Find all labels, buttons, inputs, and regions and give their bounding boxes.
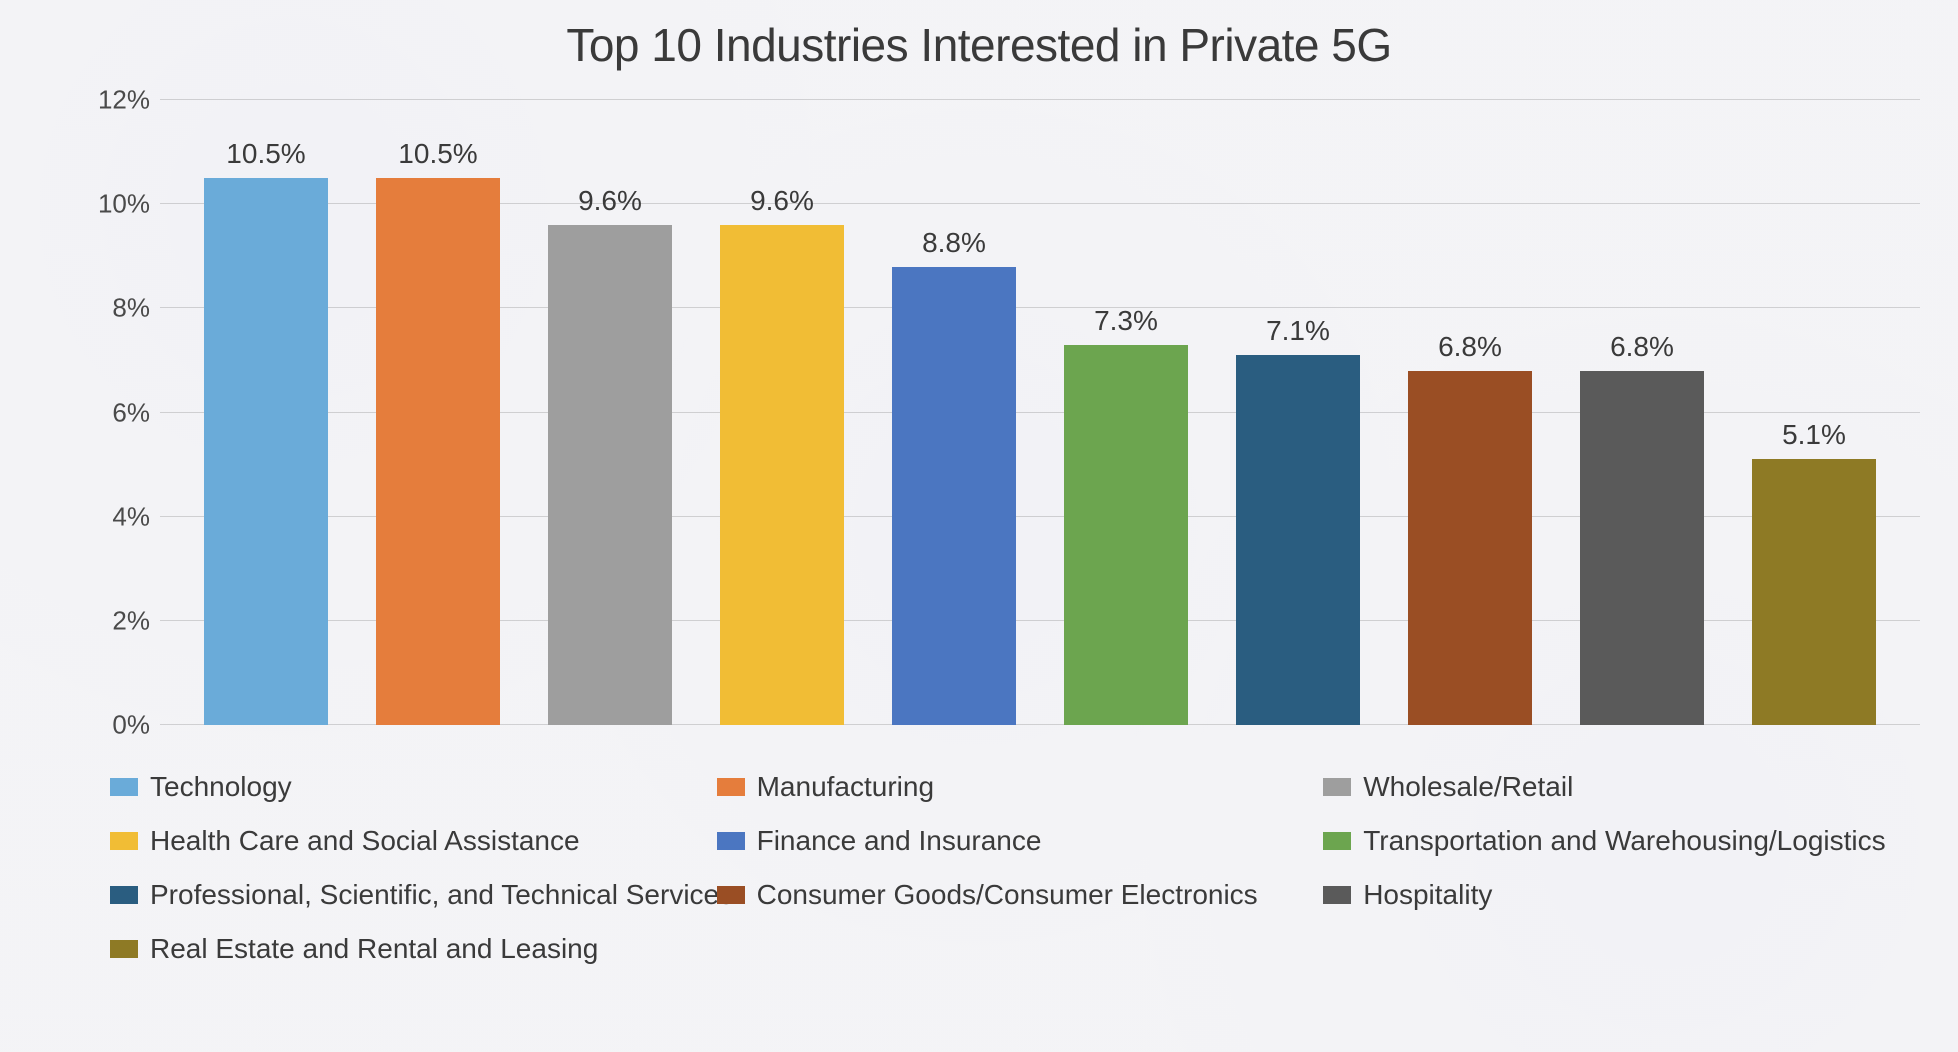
y-tick-label: 8% [112,293,150,324]
legend-label: Finance and Insurance [757,825,1042,857]
bar-value-label: 5.1% [1782,419,1846,451]
y-tick-label: 0% [112,710,150,741]
bar-value-label: 10.5% [226,138,305,170]
bar-value-label: 8.8% [922,227,986,259]
legend-label: Hospitality [1363,879,1492,911]
bar [1408,371,1532,725]
legend-swatch [1323,778,1351,796]
bar [1236,355,1360,725]
legend: Technology Manufacturing Wholesale/Retail H… [110,760,1930,976]
bar [548,225,672,725]
bar-value-label: 7.3% [1094,305,1158,337]
bar [1580,371,1704,725]
legend-swatch [110,778,138,796]
bar-value-label: 6.8% [1438,331,1502,363]
legend-item: Transportation and Warehousing/Logistics [1323,814,1930,868]
legend-item: Finance and Insurance [717,814,1324,868]
legend-swatch [110,832,138,850]
bar-wrapper: 7.1% [1212,100,1384,725]
legend-item: Manufacturing [717,760,1324,814]
y-tick-label: 4% [112,501,150,532]
legend-label: Real Estate and Rental and Leasing [150,933,598,965]
y-tick-label: 12% [98,85,150,116]
bar [1752,459,1876,725]
legend-swatch [717,886,745,904]
legend-label: Wholesale/Retail [1363,771,1573,803]
plot-area: 0%2%4%6%8%10%12% 10.5%10.5%9.6%9.6%8.8%7… [90,100,1920,725]
legend-swatch [1323,832,1351,850]
bar-wrapper: 9.6% [524,100,696,725]
chart-container: Top 10 Industries Interested in Private … [0,0,1958,1052]
bar-value-label: 9.6% [578,185,642,217]
legend-item: Real Estate and Rental and Leasing [110,922,717,976]
legend-label: Health Care and Social Assistance [150,825,580,857]
legend-item: Consumer Goods/Consumer Electronics [717,868,1324,922]
y-tick-label: 2% [112,605,150,636]
legend-swatch [717,832,745,850]
bar [1064,345,1188,725]
y-tick-label: 10% [98,189,150,220]
legend-item: Hospitality [1323,868,1930,922]
legend-item: Professional, Scientific, and Technical … [110,868,717,922]
bar-wrapper: 7.3% [1040,100,1212,725]
bar-value-label: 10.5% [398,138,477,170]
bar-value-label: 6.8% [1610,331,1674,363]
bar-wrapper: 8.8% [868,100,1040,725]
bar-wrapper: 6.8% [1556,100,1728,725]
bar [376,178,500,725]
legend-swatch [110,886,138,904]
legend-item: Wholesale/Retail [1323,760,1930,814]
legend-label: Transportation and Warehousing/Logistics [1363,825,1885,857]
legend-swatch [1323,886,1351,904]
bars-area: 10.5% 10.5% 9.6% 9.6% 8.8% 7.3% 7.1% 6.8% 6.8% 5.… [160,100,1920,725]
bar [892,267,1016,725]
legend-item: Technology [110,760,717,814]
y-tick-label: 6% [112,397,150,428]
bar-wrapper: 6.8% [1384,100,1556,725]
y-axis: 0%2%4%6%8%10%12% [90,100,160,725]
bar-value-label: 7.1% [1266,315,1330,347]
bar-wrapper: 10.5% [352,100,524,725]
legend-swatch [717,778,745,796]
bar-wrapper: 5.1% [1728,100,1900,725]
bar-value-label: 9.6% [750,185,814,217]
legend-label: Professional, Scientific, and Technical … [150,879,733,911]
legend-swatch [110,940,138,958]
bar-wrapper: 9.6% [696,100,868,725]
legend-label: Manufacturing [757,771,934,803]
bar [720,225,844,725]
legend-item: Health Care and Social Assistance [110,814,717,868]
bar-wrapper: 10.5% [180,100,352,725]
chart-title: Top 10 Industries Interested in Private … [0,0,1958,72]
legend-label: Technology [150,771,292,803]
legend-label: Consumer Goods/Consumer Electronics [757,879,1258,911]
bar [204,178,328,725]
